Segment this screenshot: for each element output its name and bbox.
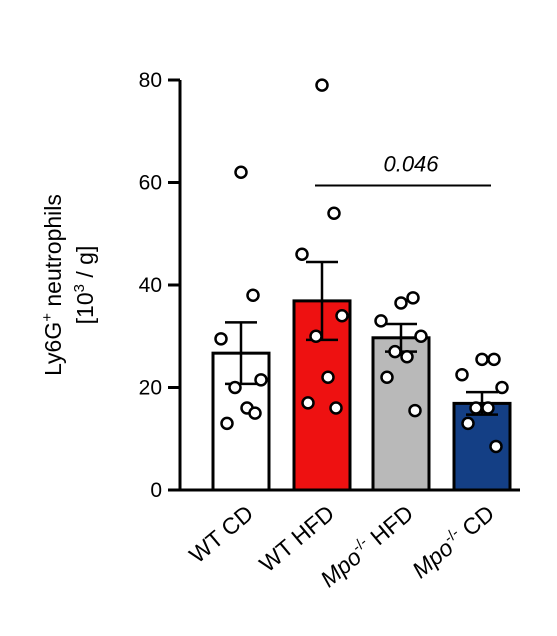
data-point [301, 396, 315, 410]
data-point [487, 352, 501, 367]
annotations: 0.046 [315, 152, 491, 187]
bars [211, 299, 512, 492]
data-point [469, 401, 483, 415]
data-point [214, 332, 228, 346]
data-point [455, 367, 469, 382]
data-point [335, 309, 349, 323]
y-tick-label: 20 [139, 377, 162, 400]
data-point [374, 314, 388, 328]
data-point [228, 380, 242, 395]
data-point [394, 296, 408, 310]
data-point [220, 416, 234, 431]
data-point [408, 403, 422, 418]
data-point [414, 329, 428, 343]
data-point [309, 329, 323, 343]
data-point [481, 401, 495, 415]
data-point [315, 78, 329, 92]
data-point [489, 439, 503, 454]
data-point [329, 401, 343, 415]
y-axis-title-line2: [103 / g] [71, 246, 98, 325]
data-point [321, 370, 335, 384]
y-tick-label: 0 [150, 479, 162, 502]
x-tick-label: WT CD [184, 500, 258, 568]
p-value-label: 0.046 [383, 152, 439, 177]
y-tick-label: 60 [139, 172, 162, 195]
data-point [254, 373, 268, 387]
data-point [400, 350, 414, 364]
y-ticks: 0 20 40 60 80 [139, 69, 180, 502]
data-point [388, 344, 402, 359]
data-point [380, 370, 394, 384]
data-point [475, 352, 489, 367]
data-point [248, 406, 262, 420]
y-tick-label: 40 [139, 274, 162, 297]
data-point [246, 288, 260, 302]
data-point [234, 165, 248, 179]
y-tick-label: 80 [139, 69, 162, 92]
data-point [295, 247, 309, 261]
y-axis-title-line1: Ly6G+ neutrophils [39, 194, 66, 376]
data-points [214, 78, 509, 454]
x-tick-label: Mpo-/- CD [406, 499, 499, 583]
bar [452, 401, 512, 492]
data-point [406, 291, 420, 305]
data-point [461, 416, 475, 431]
y-axis-title: Ly6G+ neutrophils [103 / g] [39, 194, 98, 376]
data-point [495, 380, 509, 395]
data-point [327, 206, 341, 220]
